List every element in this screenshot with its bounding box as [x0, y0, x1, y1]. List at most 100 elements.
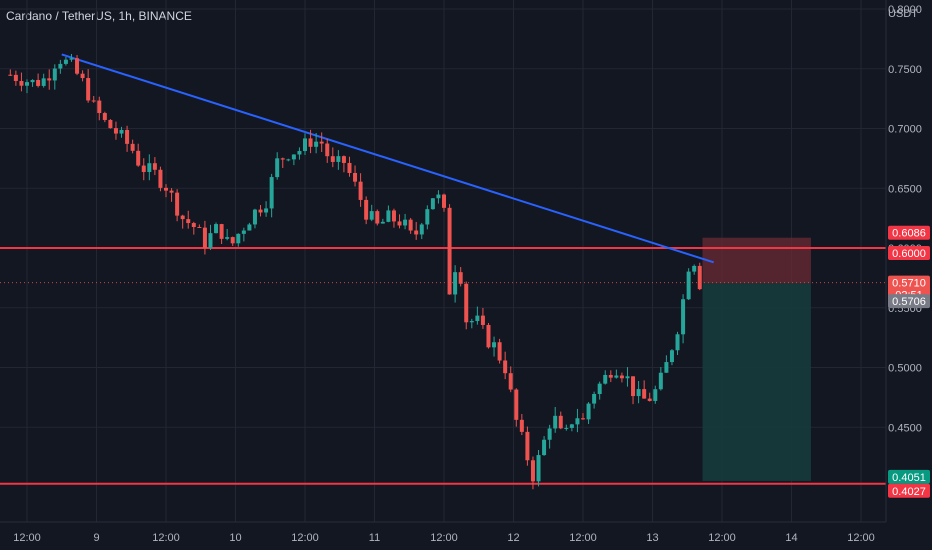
candle-body — [63, 59, 68, 64]
candle-body — [364, 199, 369, 220]
candle-body — [308, 138, 313, 147]
candle-body — [141, 165, 146, 173]
candle-body — [191, 223, 196, 228]
price-tick-label: 0.8000 — [888, 4, 922, 16]
candle-body — [486, 324, 491, 348]
candle-body — [69, 58, 74, 60]
candle-body — [25, 82, 29, 86]
candle-body — [575, 418, 580, 425]
trendline[interactable] — [61, 53, 714, 264]
candle-body — [681, 299, 686, 335]
price-tick-label: 0.5000 — [888, 363, 922, 375]
time-tick-label: 12:00 — [847, 532, 875, 544]
candle-body — [330, 156, 335, 162]
candle-body — [236, 233, 241, 244]
price-axis[interactable] — [886, 0, 932, 550]
price-tag-label: 0.6000 — [892, 248, 926, 260]
candle-body — [358, 181, 363, 200]
candle-body — [13, 74, 18, 81]
candle-body — [136, 150, 141, 166]
position-tool[interactable] — [702, 237, 811, 481]
candle-body — [569, 424, 574, 428]
candle-body — [686, 271, 691, 300]
candle-body — [425, 209, 430, 225]
candle-body — [475, 315, 480, 322]
price-tag — [888, 469, 930, 484]
stop-loss-zone[interactable] — [702, 237, 811, 284]
candle-body — [169, 190, 174, 193]
candle-body — [336, 156, 341, 162]
time-tick-label: 12:00 — [291, 532, 319, 544]
candle-body — [508, 373, 513, 390]
time-tick-label: 12:00 — [569, 532, 597, 544]
candle-body — [519, 419, 524, 432]
candle-body — [75, 58, 80, 74]
candle-body — [430, 198, 435, 210]
candle-body — [41, 78, 46, 86]
candle-body — [697, 265, 702, 290]
currency-label: USDT — [888, 8, 918, 20]
candle-body — [469, 321, 474, 323]
time-tick-label: 12:00 — [430, 532, 458, 544]
candle-body — [158, 169, 163, 188]
candle-body — [642, 389, 647, 399]
candle-body — [264, 208, 269, 213]
candle-body — [614, 375, 619, 378]
candle-body — [675, 334, 680, 351]
candle-body — [380, 221, 385, 224]
candle-body — [8, 74, 13, 76]
candle-body — [436, 194, 441, 199]
drawing-lines[interactable] — [0, 53, 886, 485]
candle-body — [280, 158, 285, 160]
candle-body — [514, 389, 519, 420]
candle-body — [564, 427, 569, 429]
candle-body — [447, 207, 452, 295]
candle-body — [19, 80, 24, 86]
candle-body — [542, 439, 547, 456]
candle-body — [258, 209, 263, 213]
grid — [0, 0, 886, 522]
symbol-title[interactable]: Cardano / TetherUS, 1h, BINANCE — [6, 9, 192, 23]
candle-body — [80, 73, 85, 79]
candle-body — [147, 163, 152, 173]
candle-body — [353, 172, 358, 182]
candle-body — [592, 393, 597, 404]
time-axis[interactable] — [0, 522, 886, 550]
candle-body — [636, 389, 641, 397]
candle-body — [175, 192, 180, 216]
candle-body — [208, 233, 213, 248]
candle-body — [464, 283, 469, 323]
candle-body — [631, 376, 636, 397]
candle-body — [91, 100, 96, 102]
candle-body — [97, 100, 102, 114]
candle-body — [658, 372, 663, 390]
candle-body — [625, 376, 630, 379]
candle-body — [325, 143, 330, 157]
candle-body — [214, 224, 219, 234]
price-tag — [888, 246, 930, 260]
candle-body — [275, 158, 280, 178]
candle-body — [47, 78, 52, 81]
time-tick-label: 12:00 — [708, 532, 736, 544]
candle-body — [453, 272, 458, 295]
price-tag — [888, 483, 930, 498]
candle-body — [225, 237, 230, 239]
candle-body — [152, 163, 157, 170]
candle-body — [558, 415, 563, 429]
candle-body — [408, 219, 413, 231]
candle-body — [669, 350, 674, 363]
candle-body — [414, 230, 419, 235]
candle-body — [619, 375, 624, 379]
take-profit-zone[interactable] — [702, 283, 811, 481]
candle-body — [442, 194, 446, 208]
candle-body — [581, 418, 585, 420]
candle-body — [197, 227, 202, 229]
candle-body — [86, 78, 91, 101]
candle-body — [219, 224, 224, 239]
time-tick-label: 9 — [93, 532, 99, 544]
candle-body — [369, 211, 374, 220]
price-tag — [888, 294, 930, 309]
candle-body — [458, 272, 463, 284]
candle-body — [536, 455, 541, 482]
